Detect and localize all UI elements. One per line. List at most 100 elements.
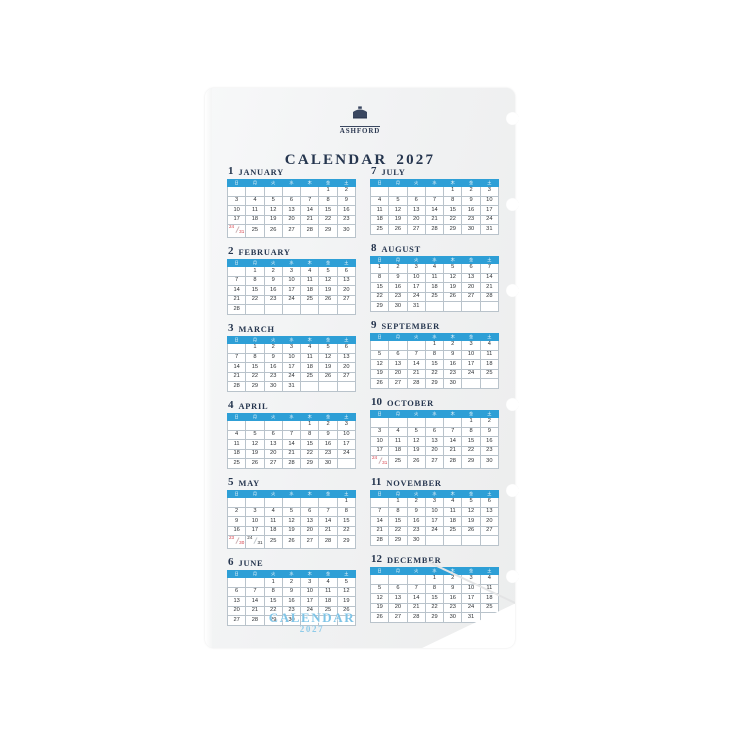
day-cell[interactable]: 8 xyxy=(369,272,390,284)
day-cell[interactable]: 23 xyxy=(388,291,408,303)
day-cell[interactable]: 2 xyxy=(443,339,463,351)
day-cell[interactable]: 24 31 xyxy=(369,455,390,469)
day-cell[interactable]: 17 xyxy=(461,359,481,370)
day-cell[interactable]: 2 xyxy=(479,416,500,428)
day-cell[interactable]: 18 xyxy=(226,448,247,460)
day-cell[interactable]: 6 xyxy=(336,343,357,354)
day-cell[interactable]: 8 xyxy=(461,426,481,438)
day-cell[interactable]: 13 xyxy=(424,436,445,447)
day-cell[interactable]: 15 xyxy=(318,205,338,216)
day-cell[interactable]: 4 xyxy=(479,339,500,351)
day-cell[interactable]: 11 xyxy=(479,349,500,361)
day-cell[interactable]: 5 xyxy=(388,195,408,207)
day-cell[interactable]: 13 xyxy=(281,205,302,216)
day-cell[interactable]: 1 xyxy=(336,497,357,508)
day-cell[interactable]: 22 xyxy=(245,294,265,306)
day-cell[interactable]: 16 xyxy=(388,282,408,293)
day-cell[interactable]: 24 xyxy=(461,602,481,614)
day-cell[interactable]: 13 xyxy=(388,359,408,370)
day-cell[interactable]: 30 xyxy=(336,224,357,239)
day-cell[interactable]: 5 xyxy=(406,426,426,438)
day-cell[interactable]: 13 xyxy=(226,596,247,607)
day-cell[interactable]: 15 xyxy=(245,285,265,296)
day-cell[interactable]: 27 xyxy=(226,615,247,627)
day-cell[interactable]: 19 xyxy=(406,445,426,457)
day-cell[interactable]: 12 xyxy=(443,272,463,284)
day-cell[interactable]: 19 xyxy=(318,285,338,296)
day-cell[interactable]: 8 xyxy=(245,352,265,364)
day-cell[interactable]: 12 xyxy=(406,436,426,447)
day-cell[interactable]: 7 xyxy=(406,583,426,595)
day-cell[interactable]: 4 xyxy=(245,195,265,207)
day-cell[interactable]: 27 xyxy=(336,294,357,306)
day-cell[interactable]: 27 xyxy=(461,291,481,303)
day-cell[interactable]: 21 xyxy=(369,525,390,537)
day-cell[interactable]: 20 xyxy=(406,214,426,226)
day-cell[interactable]: 7 xyxy=(281,429,302,441)
day-cell[interactable]: 19 xyxy=(263,214,283,226)
day-cell[interactable]: 30 xyxy=(388,301,408,312)
day-cell[interactable]: 24 xyxy=(479,214,500,226)
day-cell[interactable]: 10 xyxy=(424,506,445,518)
day-cell[interactable]: 23 xyxy=(443,368,463,380)
day-cell[interactable]: 5 xyxy=(263,195,283,207)
day-cell[interactable]: 19 xyxy=(443,282,463,293)
day-cell[interactable]: 13 xyxy=(263,439,283,450)
day-cell[interactable]: 9 xyxy=(263,352,283,364)
day-cell[interactable]: 14 xyxy=(369,516,390,527)
day-cell[interactable]: 19 xyxy=(336,596,357,607)
day-cell[interactable]: 8 xyxy=(318,195,338,207)
day-cell[interactable]: 20 xyxy=(388,368,408,380)
day-cell[interactable]: 28 xyxy=(318,535,338,550)
day-cell[interactable]: 27 xyxy=(281,224,302,239)
day-cell[interactable]: 26 xyxy=(461,525,481,537)
day-cell[interactable]: 11 xyxy=(388,436,408,447)
day-cell[interactable]: 27 xyxy=(388,612,408,623)
day-cell[interactable]: 27 xyxy=(300,535,320,550)
day-cell[interactable]: 18 xyxy=(479,359,500,370)
day-cell[interactable]: 14 xyxy=(300,205,320,216)
day-cell[interactable]: 14 xyxy=(406,593,426,604)
day-cell[interactable]: 29 xyxy=(318,224,338,239)
day-cell[interactable]: 1 xyxy=(263,577,283,588)
day-cell[interactable]: 12 xyxy=(281,516,302,527)
day-cell[interactable]: 31 xyxy=(461,612,481,623)
day-cell[interactable]: 1 xyxy=(300,420,320,431)
day-cell[interactable]: 13 xyxy=(461,272,481,284)
day-cell[interactable]: 30 xyxy=(318,458,338,469)
day-cell[interactable]: 18 xyxy=(300,285,320,296)
day-cell[interactable]: 24 31 xyxy=(245,535,265,550)
day-cell[interactable]: 17 xyxy=(424,516,445,527)
day-cell[interactable]: 25 xyxy=(369,224,390,235)
day-cell[interactable]: 14 xyxy=(281,439,302,450)
day-cell[interactable]: 1 xyxy=(424,573,445,585)
day-cell[interactable]: 10 xyxy=(281,275,302,287)
day-cell[interactable]: 29 xyxy=(443,224,463,235)
day-cell[interactable]: 6 xyxy=(336,266,357,277)
day-cell[interactable]: 13 xyxy=(336,275,357,287)
day-cell[interactable]: 19 xyxy=(388,214,408,226)
day-cell[interactable]: 26 xyxy=(318,294,338,306)
day-cell[interactable]: 3 xyxy=(406,262,426,274)
day-cell[interactable]: 28 xyxy=(406,612,426,623)
day-cell[interactable]: 19 xyxy=(245,448,265,460)
day-cell[interactable]: 16 xyxy=(479,436,500,447)
day-cell[interactable]: 11 xyxy=(369,205,390,216)
day-cell[interactable]: 15 xyxy=(443,205,463,216)
day-cell[interactable]: 12 xyxy=(369,359,390,370)
day-cell[interactable]: 25 xyxy=(300,294,320,306)
day-cell[interactable]: 21 xyxy=(281,448,302,460)
day-cell[interactable]: 10 xyxy=(281,352,302,364)
day-cell[interactable]: 14 xyxy=(226,285,247,296)
day-cell[interactable]: 21 xyxy=(479,282,500,293)
day-cell[interactable]: 5 xyxy=(369,349,390,361)
day-cell[interactable]: 25 xyxy=(245,224,265,239)
day-cell[interactable]: 18 xyxy=(424,282,445,293)
day-cell[interactable]: 10 xyxy=(369,436,390,447)
day-cell[interactable]: 8 xyxy=(245,275,265,287)
day-cell[interactable]: 14 xyxy=(424,205,445,216)
day-cell[interactable]: 20 xyxy=(388,602,408,614)
day-cell[interactable]: 18 xyxy=(263,525,283,537)
day-cell[interactable]: 28 xyxy=(300,224,320,239)
day-cell[interactable]: 8 xyxy=(424,583,445,595)
